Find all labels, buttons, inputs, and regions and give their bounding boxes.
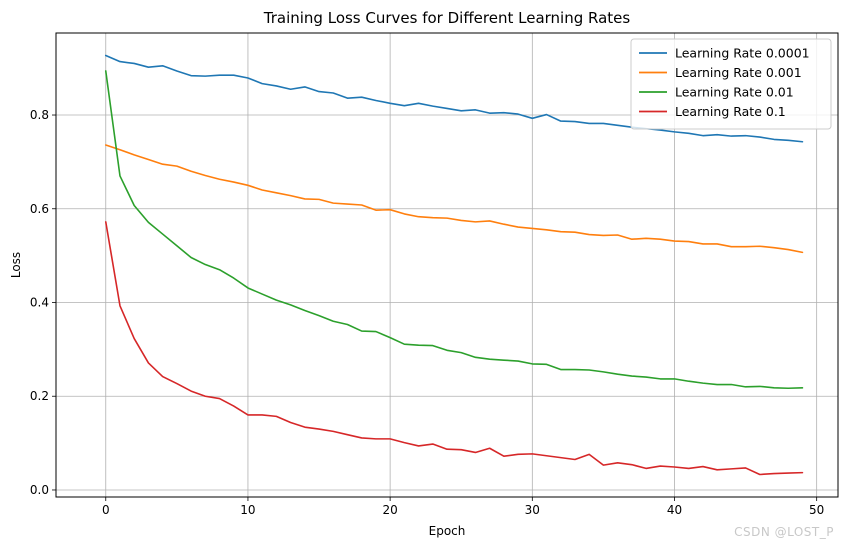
x-tick-label: 50 (809, 503, 824, 517)
plot-frame (55, 32, 839, 498)
x-axis-label: Epoch (429, 524, 466, 538)
legend-label-3: Learning Rate 0.1 (675, 104, 786, 119)
x-tick-label: 0 (102, 503, 110, 517)
y-tick-label: 0.2 (30, 389, 49, 403)
series-line-2 (104, 70, 804, 390)
x-tick-label: 40 (667, 503, 682, 517)
x-tick-label: 10 (240, 503, 255, 517)
y-tick-label: 0.0 (30, 483, 49, 497)
y-tick-label: 0.6 (30, 202, 49, 216)
legend-label-1: Learning Rate 0.001 (675, 65, 802, 80)
x-tick-label: 20 (382, 503, 397, 517)
x-tick-label: 30 (525, 503, 540, 517)
y-axis-label: Loss (9, 252, 23, 278)
series-line-1 (104, 144, 804, 254)
legend-box (630, 38, 832, 130)
legend-label-0: Learning Rate 0.0001 (675, 46, 810, 61)
watermark: CSDN @LOST_P (734, 525, 834, 539)
legend-label-2: Learning Rate 0.01 (675, 85, 794, 100)
y-tick-label: 0.4 (30, 295, 49, 309)
series-line-0 (104, 54, 804, 143)
y-tick-label: 0.8 (30, 108, 49, 122)
chart-title: Training Loss Curves for Different Learn… (263, 9, 631, 27)
legend: Learning Rate 0.0001 Learning Rate 0.001 L… (630, 38, 832, 130)
series-line-3 (104, 221, 804, 476)
